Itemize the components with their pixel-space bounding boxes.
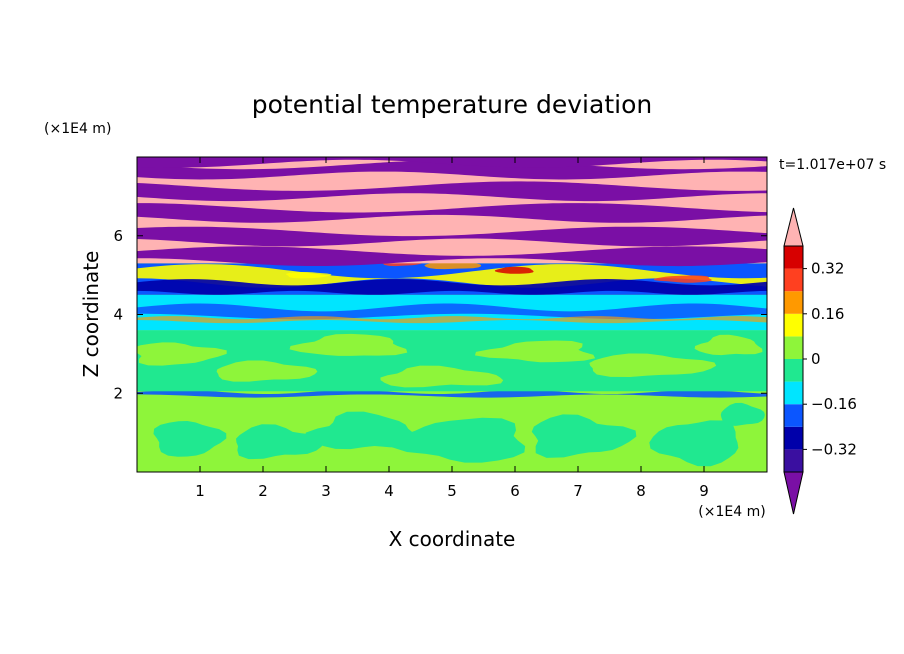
colorbar-bin-1 <box>784 449 803 472</box>
near-zero-cell-4 <box>391 417 526 463</box>
near-zero-cell-3 <box>304 411 423 450</box>
upper-negative-stripe-5 <box>137 159 767 180</box>
upper-negative-stripe-2 <box>137 226 767 247</box>
y-tick-label-4: 4 <box>113 306 123 324</box>
x-tick-label-9: 9 <box>699 482 709 500</box>
colorbar-bin-6 <box>784 336 803 359</box>
x-tick-label-2: 2 <box>258 482 268 500</box>
colorbar-bin-5 <box>784 359 803 382</box>
colorbar: 0.32 0.16 0 −0.16 −0.32 <box>783 207 857 515</box>
middle-cell-5 <box>474 340 596 363</box>
upper-negative-stripe-1 <box>137 246 767 267</box>
x-tick-label-5: 5 <box>447 482 457 500</box>
x-tick-label-1: 1 <box>195 482 205 500</box>
middle-cell-4 <box>380 365 504 388</box>
upper-negative-stripe-4 <box>137 181 767 202</box>
near-zero-cell-6 <box>649 420 739 467</box>
middle-cell-2 <box>216 360 318 382</box>
middle-cell-7 <box>694 334 763 356</box>
plot-area <box>136 156 768 473</box>
time-label: t=1.017e+07 s <box>779 157 886 173</box>
x-tick-label-3: 3 <box>321 482 331 500</box>
near-zero-cell-7 <box>720 402 765 426</box>
contour-fields <box>137 157 767 472</box>
negative-streak-2km <box>137 390 767 398</box>
warm-patch-3 <box>494 266 534 274</box>
colorbar-tick-label-4: −0.32 <box>811 440 857 458</box>
upper-negative-stripe-3 <box>137 203 767 223</box>
x-tick-label-7: 7 <box>573 482 583 500</box>
colorbar-bin-10 <box>784 246 803 269</box>
colorbar-bin-7 <box>784 313 803 337</box>
x-tick-label-8: 8 <box>636 482 646 500</box>
warm-patch-4 <box>285 271 332 279</box>
x-axis-label: X coordinate <box>389 527 516 551</box>
near-zero-cell-2 <box>236 424 325 460</box>
colorbar-bottom-extension <box>783 471 804 515</box>
x-tick-label-6: 6 <box>510 482 520 500</box>
y-axis-ticks: 2 4 6 <box>113 227 767 402</box>
colorbar-top-extension <box>783 207 804 247</box>
strong-negative-band <box>137 279 767 295</box>
positive-speckles-4km <box>137 316 767 324</box>
colorbar-tick-label-0: 0.32 <box>811 260 844 278</box>
colorbar-bin-8 <box>784 291 803 314</box>
y-tick-label-2: 2 <box>113 384 123 402</box>
colorbar-bin-2 <box>784 426 803 450</box>
x-axis-unit: (×1E4 m) <box>698 504 765 520</box>
colorbar-tick-label-1: 0.16 <box>811 305 844 323</box>
near-zero-cell-1 <box>153 421 227 457</box>
y-tick-label-6: 6 <box>113 227 123 245</box>
near-zero-cell-5 <box>531 414 637 458</box>
negative-layer-upper <box>137 303 767 320</box>
y-axis-unit: (×1E4 m) <box>44 121 111 137</box>
middle-cell-1 <box>137 342 227 366</box>
colorbar-bin-4 <box>784 381 803 405</box>
colorbar-tick-label-2: 0 <box>811 350 821 368</box>
warm-patch-5 <box>653 275 713 283</box>
middle-cell-3 <box>289 333 408 356</box>
middle-cell-6 <box>589 353 717 377</box>
colorbar-bin-3 <box>784 404 803 427</box>
chart-title: potential temperature deviation <box>252 90 652 119</box>
y-axis-label: Z coordinate <box>79 251 103 378</box>
colorbar-bin-9 <box>784 268 803 292</box>
colorbar-tick-label-3: −0.16 <box>811 395 857 413</box>
x-axis-ticks: 1 2 3 4 5 6 7 8 9 <box>195 157 709 500</box>
x-tick-label-4: 4 <box>384 482 394 500</box>
